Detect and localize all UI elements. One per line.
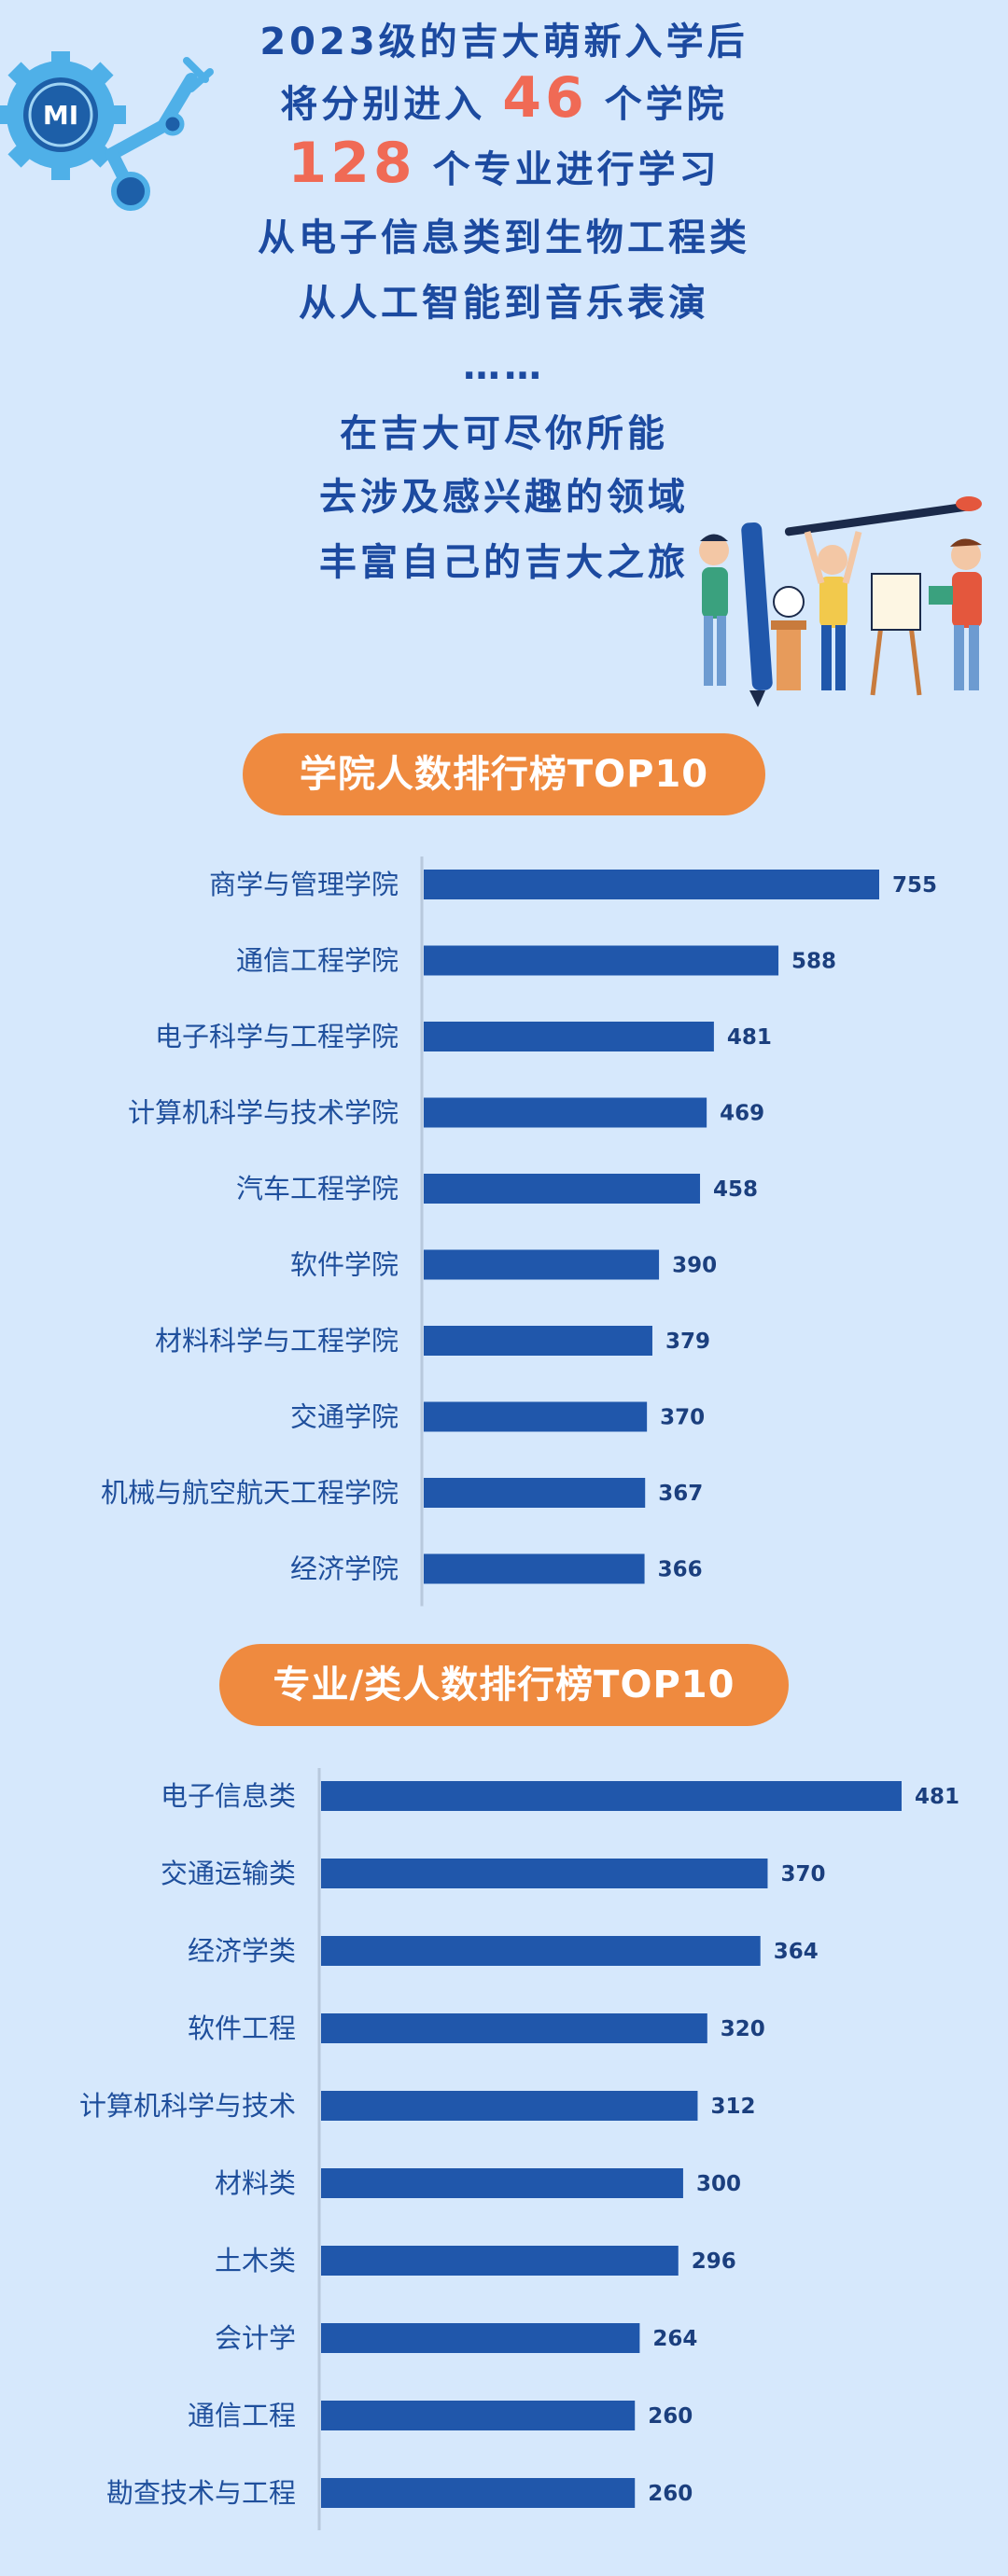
- major-category-label: 材料类: [215, 2167, 296, 2199]
- artists-illustration: [699, 496, 982, 707]
- intro-section: MI 2023级的吉大萌新入学后 将分别进入 46 个学院 128 个专业进行学…: [0, 0, 1008, 709]
- major-bar: [321, 1781, 902, 1811]
- major-bar: [321, 2478, 636, 2508]
- college-category-label: 商学与管理学院: [209, 869, 399, 900]
- gear-logo-icon: MI: [0, 51, 214, 211]
- chart1-title: 学院人数排行榜TOP10: [299, 753, 709, 796]
- college-category-label: 软件学院: [290, 1249, 399, 1281]
- college-bar: [424, 1249, 660, 1280]
- college-bar: [424, 1553, 645, 1584]
- intro-line-1: 2023级的吉大萌新入学后: [0, 11, 1008, 65]
- major-value-label: 364: [774, 1940, 819, 1964]
- college-value-label: 481: [727, 1025, 772, 1050]
- intro-line-5-text: 从人工智能到音乐表演: [299, 282, 709, 325]
- college-category-label: 机械与航空航天工程学院: [101, 1477, 399, 1509]
- college-category-label: 电子科学与工程学院: [155, 1021, 399, 1052]
- intro-line-8: 去涉及感兴趣的领域: [0, 466, 1008, 521]
- major-category-label: 土木类: [215, 2245, 296, 2277]
- college-category-label: 通信工程学院: [236, 945, 399, 977]
- college-category-label: 材料科学与工程学院: [155, 1325, 399, 1357]
- intro-line-9: 丰富自己的吉大之旅: [0, 532, 1008, 586]
- major-category-label: 通信工程: [188, 2400, 296, 2431]
- major-value-label: 300: [696, 2172, 741, 2196]
- major-category-label: 软件工程: [188, 2012, 296, 2044]
- college-value-label: 379: [665, 1330, 710, 1354]
- intro-line-6-text: ……: [463, 345, 545, 388]
- major-bar: [321, 2013, 707, 2043]
- college-category-label: 经济学院: [290, 1553, 399, 1585]
- major-bar: [321, 2246, 679, 2276]
- major-value-label: 481: [915, 1785, 959, 1809]
- major-bar: [321, 2091, 698, 2121]
- intro-line-3: 128 个专业进行学习: [0, 131, 1008, 196]
- college-bar: [424, 1326, 652, 1356]
- major-value-label: 296: [692, 2249, 736, 2274]
- major-category-label: 交通运输类: [161, 1858, 296, 1889]
- intro-line-3-post: 个专业进行学习: [432, 148, 721, 191]
- major-count: 128: [287, 131, 416, 196]
- intro-line-2: 将分别进入 46 个学院: [0, 65, 1008, 131]
- college-value-label: 755: [892, 873, 937, 898]
- major-category-label: 勘查技术与工程: [106, 2477, 296, 2509]
- major-category-label: 经济学类: [188, 1935, 296, 1967]
- college-ranking-chart: 商学与管理学院 755 通信工程学院 588 电子科学与工程学院 481 计算机科学与技术学…: [101, 856, 937, 1607]
- major-bar: [321, 1859, 768, 1888]
- major-value-label: 260: [648, 2404, 693, 2429]
- college-bar: [424, 1022, 714, 1051]
- chart2-title-pill: 专业/类人数排行榜TOP10: [219, 1644, 789, 1726]
- major-value-label: 312: [710, 2095, 755, 2119]
- major-bar: [321, 2323, 640, 2353]
- intro-line-5: 从人工智能到音乐表演: [0, 272, 1008, 327]
- major-bar: [321, 2401, 636, 2430]
- college-bar: [424, 1478, 646, 1508]
- college-bar: [424, 1174, 701, 1204]
- college-value-label: 469: [720, 1102, 764, 1126]
- major-value-label: 260: [648, 2482, 693, 2506]
- logo-text: MI: [43, 100, 78, 131]
- major-value-label: 264: [652, 2327, 697, 2351]
- major-bar: [321, 1936, 761, 1966]
- college-bar: [424, 945, 779, 976]
- college-bar: [424, 1401, 648, 1432]
- intro-line-7-text: 在吉大可尽你所能: [340, 412, 668, 455]
- college-count: 46: [502, 65, 588, 131]
- intro-line-4: 从电子信息类到生物工程类: [0, 207, 1008, 261]
- intro-line-1-text: 2023级的吉大萌新入学后: [259, 21, 749, 63]
- college-value-label: 370: [660, 1406, 705, 1430]
- college-value-label: 366: [658, 1558, 703, 1582]
- major-ranking-chart: 电子信息类 481 交通运输类 370 经济学类 364 软件工程 320 计算机科学与技术 31…: [79, 1768, 959, 2530]
- college-value-label: 367: [658, 1482, 703, 1506]
- college-category-label: 汽车工程学院: [236, 1173, 399, 1204]
- intro-line-7: 在吉大可尽你所能: [0, 403, 1008, 457]
- intro-line-2-post: 个学院: [604, 83, 728, 126]
- intro-line-6: ……: [0, 345, 1008, 388]
- college-value-label: 458: [713, 1177, 758, 1202]
- college-value-label: 390: [672, 1254, 717, 1278]
- chart1-title-pill: 学院人数排行榜TOP10: [243, 733, 765, 815]
- college-value-label: 588: [791, 950, 836, 974]
- college-bar: [424, 870, 879, 899]
- intro-line-2-pre: 将分别进入: [280, 83, 486, 126]
- college-bar: [424, 1097, 707, 1128]
- major-category-label: 电子信息类: [161, 1780, 296, 1812]
- intro-line-8-text: 去涉及感兴趣的领域: [319, 476, 689, 519]
- major-category-label: 计算机科学与技术: [79, 2090, 296, 2122]
- intro-line-9-text: 丰富自己的吉大之旅: [319, 541, 689, 584]
- major-value-label: 320: [721, 2017, 765, 2041]
- intro-line-4-text: 从电子信息类到生物工程类: [258, 216, 750, 259]
- college-category-label: 计算机科学与技术学院: [128, 1097, 399, 1129]
- chart2-title: 专业/类人数排行榜TOP10: [273, 1664, 735, 1706]
- college-category-label: 交通学院: [290, 1401, 399, 1433]
- major-value-label: 370: [780, 1862, 825, 1887]
- major-bar: [321, 2168, 683, 2198]
- major-category-label: 会计学: [215, 2322, 296, 2354]
